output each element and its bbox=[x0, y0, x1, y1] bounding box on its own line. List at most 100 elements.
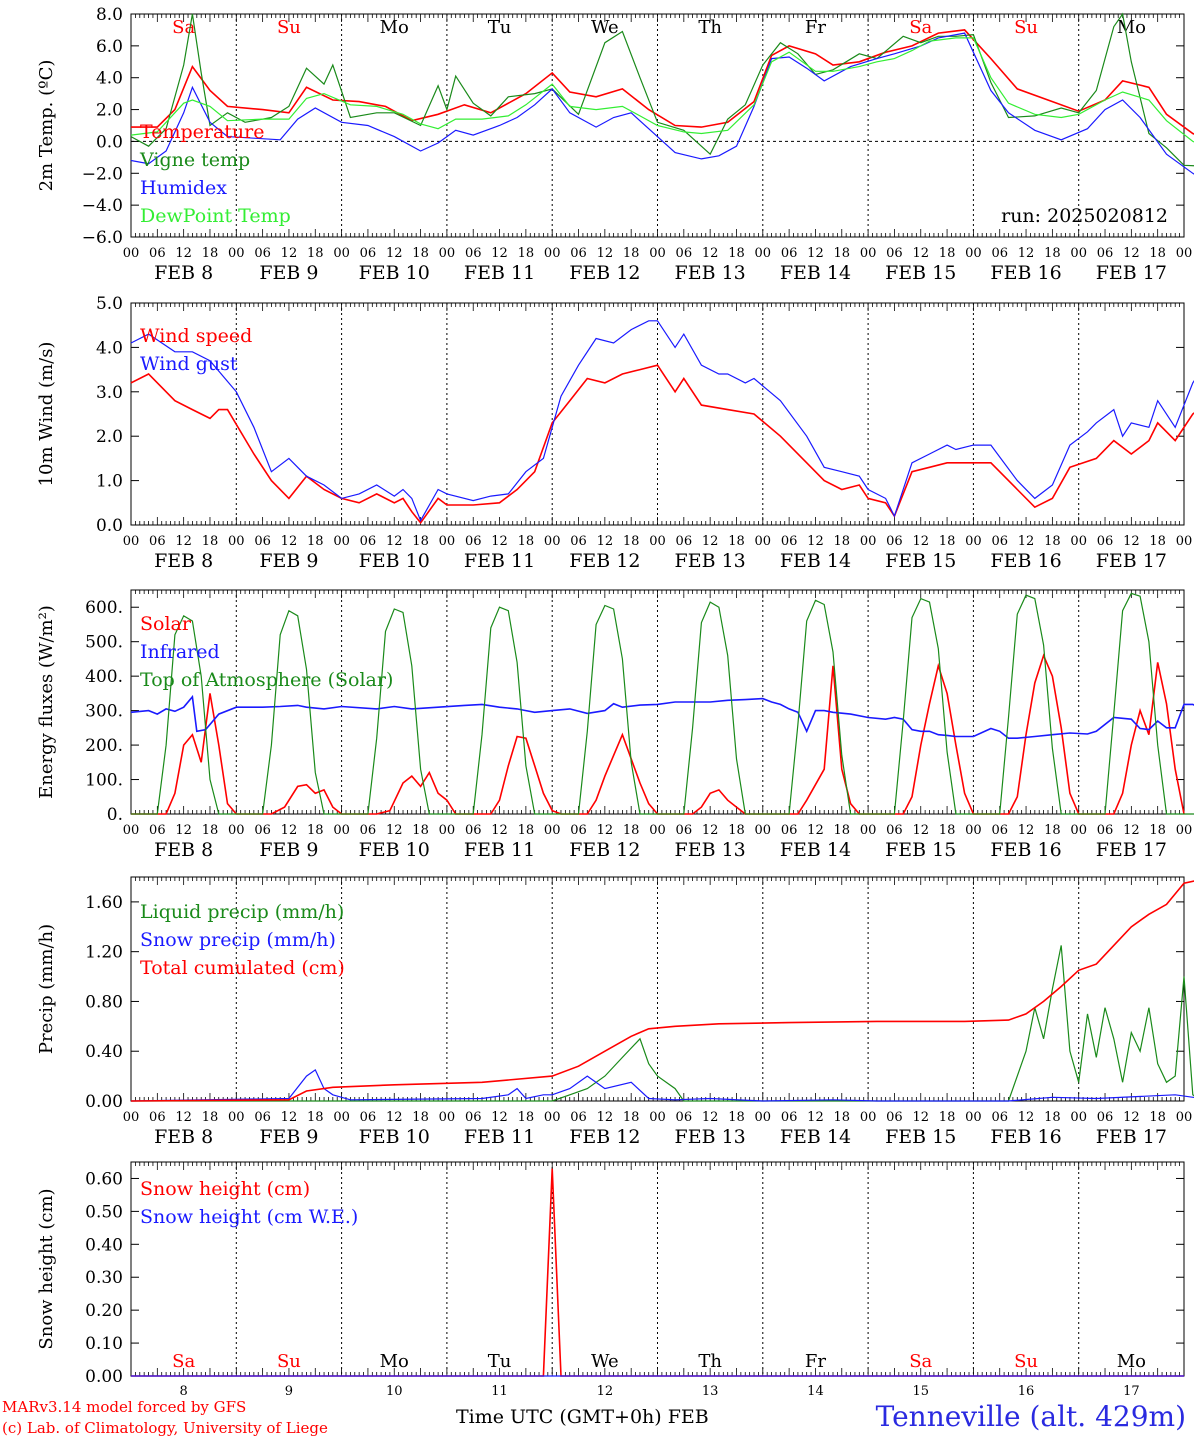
day-of-week-label: Fr bbox=[805, 17, 826, 38]
date-label: FEB 13 bbox=[675, 550, 746, 572]
hour-tick-label: 00 bbox=[965, 246, 982, 261]
day-number-label: 14 bbox=[807, 1384, 824, 1399]
hour-tick-label: 12 bbox=[1018, 534, 1035, 549]
date-label: FEB 17 bbox=[1096, 262, 1167, 284]
y-tick-label: 0.80 bbox=[85, 992, 123, 1012]
hour-tick-label: 12 bbox=[175, 534, 192, 549]
hour-tick-label: 18 bbox=[834, 823, 851, 838]
hour-tick-label: 12 bbox=[912, 823, 929, 838]
date-label: FEB 12 bbox=[569, 550, 640, 572]
run-annotation: run: 2025020812 bbox=[1001, 205, 1168, 227]
hour-tick-label: 18 bbox=[939, 823, 956, 838]
date-label: FEB 9 bbox=[259, 262, 318, 284]
hour-tick-label: 00 bbox=[123, 823, 140, 838]
date-label: FEB 15 bbox=[885, 1126, 956, 1148]
hour-tick-label: 18 bbox=[307, 246, 324, 261]
day-of-week-label: Su bbox=[277, 1351, 301, 1372]
hour-tick-label: 18 bbox=[518, 534, 535, 549]
day-of-week-label: We bbox=[591, 17, 619, 38]
series-line-solar bbox=[131, 653, 1185, 815]
hour-tick-label: 06 bbox=[1097, 246, 1114, 261]
hour-tick-label: 12 bbox=[491, 823, 508, 838]
hour-tick-label: 00 bbox=[333, 823, 350, 838]
date-label: FEB 14 bbox=[780, 262, 851, 284]
hour-tick-label: 18 bbox=[834, 246, 851, 261]
series-line-humidex bbox=[130, 32, 1194, 175]
day-number-label: 15 bbox=[912, 1384, 929, 1399]
date-label: FEB 16 bbox=[990, 1126, 1061, 1148]
legend-entry: DewPoint Temp bbox=[140, 205, 291, 227]
day-of-week-label: We bbox=[591, 1351, 619, 1372]
hour-tick-label: 06 bbox=[886, 246, 903, 261]
hour-tick-label: 00 bbox=[649, 534, 666, 549]
y-tick-label: 4.0 bbox=[96, 338, 123, 358]
hour-tick-label: 06 bbox=[991, 246, 1008, 261]
hour-tick-label: 06 bbox=[886, 534, 903, 549]
day-number-label: 11 bbox=[491, 1384, 508, 1399]
hour-tick-label: 18 bbox=[202, 534, 219, 549]
hour-tick-label: 06 bbox=[465, 1110, 482, 1125]
hour-tick-label: 12 bbox=[175, 823, 192, 838]
y-axis-label: 2m Temp. (ºC) bbox=[36, 60, 57, 192]
hour-tick-label: 06 bbox=[465, 246, 482, 261]
series-line-wind-speed bbox=[130, 364, 1194, 525]
hour-tick-label: 18 bbox=[834, 534, 851, 549]
date-label: FEB 15 bbox=[885, 550, 956, 572]
y-tick-label: 1.0 bbox=[96, 472, 123, 492]
hour-tick-label: 18 bbox=[307, 823, 324, 838]
hour-tick-label: 18 bbox=[939, 534, 956, 549]
hour-tick-label: 06 bbox=[360, 534, 377, 549]
date-label: FEB 10 bbox=[359, 1126, 430, 1148]
hour-tick-label: 06 bbox=[991, 823, 1008, 838]
hour-tick-label: 18 bbox=[1149, 823, 1166, 838]
y-tick-label: 1.20 bbox=[85, 943, 123, 963]
hour-tick-label: 12 bbox=[281, 246, 298, 261]
hour-tick-label: 06 bbox=[570, 534, 587, 549]
day-of-week-label: Fr bbox=[805, 1351, 826, 1372]
hour-tick-label: 00 bbox=[1176, 534, 1193, 549]
hour-tick-label: 12 bbox=[807, 1110, 824, 1125]
hour-tick-label: 12 bbox=[1018, 1110, 1035, 1125]
series-line-dewpoint-temp bbox=[130, 37, 1194, 143]
hour-tick-label: 00 bbox=[439, 823, 456, 838]
hour-tick-label: 00 bbox=[439, 246, 456, 261]
hour-tick-label: 06 bbox=[570, 246, 587, 261]
y-tick-label: 400. bbox=[85, 667, 123, 687]
legend-entry: Snow height (cm W.E.) bbox=[140, 1206, 358, 1228]
day-of-week-label: Su bbox=[1014, 1351, 1038, 1372]
hour-tick-label: 18 bbox=[1149, 534, 1166, 549]
day-of-week-label: Th bbox=[698, 1351, 722, 1372]
hour-tick-label: 06 bbox=[149, 1110, 166, 1125]
hour-tick-label: 12 bbox=[1018, 823, 1035, 838]
hour-tick-label: 18 bbox=[518, 1110, 535, 1125]
hour-tick-label: 00 bbox=[123, 1110, 140, 1125]
y-tick-label: 5.0 bbox=[96, 294, 123, 314]
date-label: FEB 16 bbox=[990, 550, 1061, 572]
hour-tick-label: 00 bbox=[860, 1110, 877, 1125]
hour-tick-label: 00 bbox=[1176, 246, 1193, 261]
hour-tick-label: 18 bbox=[1149, 1110, 1166, 1125]
day-of-week-label: Sa bbox=[909, 17, 932, 38]
date-label: FEB 12 bbox=[569, 1126, 640, 1148]
date-label: FEB 12 bbox=[569, 262, 640, 284]
date-label: FEB 8 bbox=[154, 262, 213, 284]
y-tick-label: 0.20 bbox=[85, 1301, 123, 1321]
date-label: FEB 11 bbox=[464, 262, 535, 284]
y-tick-label: 3.0 bbox=[96, 383, 123, 403]
hour-tick-label: 00 bbox=[228, 823, 245, 838]
date-label: FEB 8 bbox=[154, 550, 213, 572]
hour-tick-label: 06 bbox=[254, 534, 271, 549]
series-line-temperature bbox=[131, 29, 1194, 135]
y-tick-label: 0.40 bbox=[85, 1235, 123, 1255]
day-number-label: 17 bbox=[1123, 1384, 1140, 1399]
date-label: FEB 15 bbox=[885, 262, 956, 284]
date-label: FEB 13 bbox=[675, 262, 746, 284]
hour-tick-label: 00 bbox=[1070, 823, 1087, 838]
legend-entry: Snow height (cm) bbox=[140, 1178, 310, 1200]
hour-tick-label: 00 bbox=[755, 246, 772, 261]
hour-tick-label: 00 bbox=[755, 1110, 772, 1125]
hour-tick-label: 18 bbox=[728, 534, 745, 549]
date-label: FEB 9 bbox=[259, 550, 318, 572]
day-of-week-label: Th bbox=[698, 17, 722, 38]
